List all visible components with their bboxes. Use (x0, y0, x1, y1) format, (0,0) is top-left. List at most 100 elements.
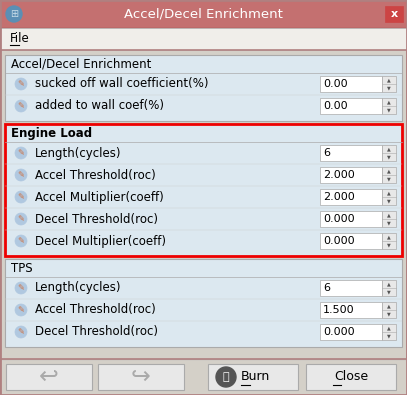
Bar (320, 302, 382, 318)
Text: ✎: ✎ (18, 79, 24, 88)
Text: ✎: ✎ (18, 171, 24, 179)
Text: x: x (390, 9, 398, 19)
Bar (320, 280, 382, 296)
Text: 0.000: 0.000 (323, 327, 354, 337)
Bar (0, 50, 407, 359)
Text: ▲: ▲ (387, 213, 391, 218)
Bar (0, 50, 407, 359)
Text: ▲: ▲ (387, 77, 391, 83)
Text: ▲: ▲ (387, 169, 391, 173)
Text: Accel Threshold(roc): Accel Threshold(roc) (35, 303, 156, 316)
Bar (320, 145, 382, 161)
Bar (320, 233, 382, 249)
Bar (320, 167, 382, 183)
Text: ▼: ▼ (387, 243, 391, 248)
Bar (5, 259, 402, 347)
Circle shape (6, 6, 22, 22)
Bar (6, 364, 92, 390)
Bar (320, 98, 382, 114)
Text: ▼: ▼ (387, 333, 391, 339)
Text: ▼: ▼ (387, 290, 391, 295)
Bar (0, 28, 407, 50)
Text: 0.00: 0.00 (323, 101, 348, 111)
Bar (382, 189, 396, 205)
Text: Accel/Decel Enrichment: Accel/Decel Enrichment (124, 8, 283, 21)
Text: Engine Load: Engine Load (11, 126, 92, 139)
Text: 0.000: 0.000 (323, 214, 354, 224)
Text: added to wall coef(%): added to wall coef(%) (35, 100, 164, 113)
Text: Accel/Decel Enrichment: Accel/Decel Enrichment (11, 58, 151, 70)
Text: 1.500: 1.500 (323, 305, 354, 315)
Circle shape (15, 326, 27, 338)
Text: ▼: ▼ (387, 220, 391, 226)
Bar (382, 167, 396, 183)
Text: Close: Close (334, 371, 368, 384)
Text: ▲: ▲ (387, 100, 391, 105)
Bar (382, 145, 396, 161)
Text: ▼: ▼ (387, 154, 391, 160)
Text: ⊞: ⊞ (10, 9, 18, 19)
Bar (320, 76, 382, 92)
Bar (382, 324, 396, 340)
Text: ✎: ✎ (18, 284, 24, 293)
Circle shape (15, 235, 27, 247)
Text: ▼: ▼ (387, 199, 391, 203)
Text: ↪: ↪ (131, 365, 151, 389)
Text: Length(cycles): Length(cycles) (35, 282, 122, 295)
Bar (0, 359, 407, 395)
Text: ✎: ✎ (18, 214, 24, 224)
Bar (382, 98, 396, 114)
Bar (382, 302, 396, 318)
Text: Decel Multiplier(coeff): Decel Multiplier(coeff) (35, 235, 166, 248)
Bar (320, 189, 382, 205)
Circle shape (15, 147, 27, 159)
Bar (0, 0, 407, 28)
Text: ▼: ▼ (387, 177, 391, 181)
Text: ⏻: ⏻ (223, 372, 229, 382)
Text: 0.00: 0.00 (323, 79, 348, 89)
Text: File: File (10, 32, 30, 45)
Bar (208, 364, 298, 390)
Bar (306, 364, 396, 390)
Text: Decel Threshold(roc): Decel Threshold(roc) (35, 325, 158, 339)
Bar (320, 211, 382, 227)
Text: ✎: ✎ (18, 102, 24, 111)
Bar (382, 76, 396, 92)
Text: ✎: ✎ (18, 327, 24, 337)
Text: ✎: ✎ (18, 237, 24, 246)
Text: Accel Threshold(roc): Accel Threshold(roc) (35, 169, 156, 181)
Text: ▲: ▲ (387, 190, 391, 196)
Circle shape (15, 282, 27, 294)
Circle shape (15, 191, 27, 203)
Circle shape (15, 78, 27, 90)
Bar (320, 324, 382, 340)
Text: 0.000: 0.000 (323, 236, 354, 246)
Circle shape (15, 100, 27, 112)
Bar (5, 55, 402, 121)
Text: 6: 6 (323, 283, 330, 293)
Bar (382, 233, 396, 249)
Text: ▼: ▼ (387, 85, 391, 90)
Text: ▼: ▼ (387, 107, 391, 113)
Text: sucked off wall coefficient(%): sucked off wall coefficient(%) (35, 77, 208, 90)
Text: Decel Threshold(roc): Decel Threshold(roc) (35, 213, 158, 226)
Text: Accel Multiplier(coeff): Accel Multiplier(coeff) (35, 190, 164, 203)
Text: ✎: ✎ (18, 305, 24, 314)
Bar (382, 211, 396, 227)
Text: 6: 6 (323, 148, 330, 158)
Bar (385, 6, 403, 22)
Text: 2.000: 2.000 (323, 170, 355, 180)
Bar (98, 364, 184, 390)
Text: ▲: ▲ (387, 147, 391, 152)
Text: ▲: ▲ (387, 235, 391, 239)
Text: ▼: ▼ (387, 312, 391, 316)
Text: ✎: ✎ (18, 192, 24, 201)
Circle shape (15, 304, 27, 316)
Bar (5, 124, 402, 256)
Text: ▲: ▲ (387, 303, 391, 308)
Text: ✎: ✎ (18, 149, 24, 158)
Circle shape (216, 367, 236, 387)
Text: 2.000: 2.000 (323, 192, 355, 202)
Bar (382, 280, 396, 296)
Text: ▲: ▲ (387, 325, 391, 331)
